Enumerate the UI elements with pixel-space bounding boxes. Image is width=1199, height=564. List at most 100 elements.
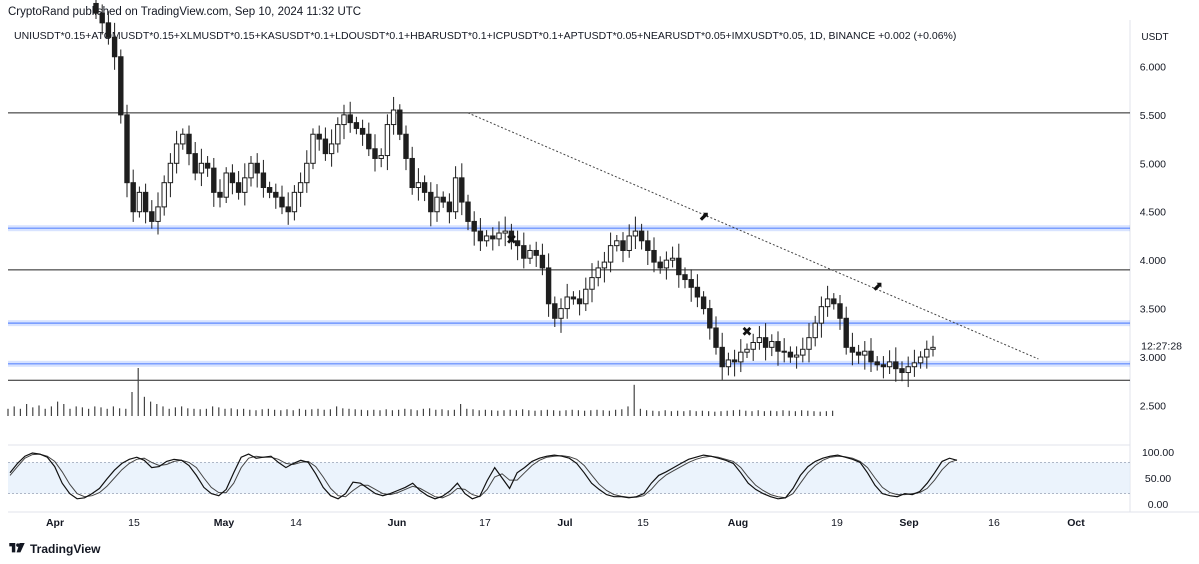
volume-bar [205,408,207,416]
candle-down [446,201,453,213]
candle-down [719,346,725,368]
volume-bar [435,409,437,416]
volume-bar [267,408,269,416]
candle-down [118,56,124,116]
volume-bar [646,410,648,416]
candle-up [341,114,347,126]
candle-down [533,249,539,256]
volume-bar [44,408,46,416]
candles [93,0,936,388]
candle-down [465,201,471,222]
candle-down [508,230,515,242]
candle-down [713,327,719,348]
volume-bar [751,411,753,416]
candle-down [149,211,155,222]
volume-bar [404,408,406,416]
volume-bar [69,408,71,416]
candle-down [397,109,403,135]
candle-down [260,172,267,189]
candle-up [415,182,422,189]
volume-bar [639,408,641,416]
candle-up [378,155,384,159]
volume-bar [131,392,133,416]
chart-marker: ✖ [742,324,753,339]
candle-up [806,337,812,350]
candle-up [800,348,806,356]
volume-bar [298,408,300,416]
time-tick-label: May [214,517,235,529]
volume-bar [112,406,114,416]
volume-bar [565,410,567,416]
volume-bar [354,409,356,416]
price-change: +0.002 (+0.06%) [878,30,957,42]
volume-bar [677,410,679,416]
candle-down [874,361,880,366]
volume-bar [534,410,536,416]
time-tick-label: Jul [557,517,572,529]
volume-bar [788,410,790,416]
chart-marker: ⬈ [698,209,709,224]
volume-bar [373,409,375,416]
candle-up [738,351,744,363]
stoch-tick-label: 50.00 [1145,473,1171,485]
candle-up [297,182,304,193]
volume-bar [181,406,183,416]
volume-bar [658,411,660,416]
candle-down [514,240,521,247]
candle-up [161,182,167,208]
candle-down [111,36,118,58]
descending-trendline [467,112,1039,360]
volume-bar [819,411,821,416]
volume-bar [156,404,158,416]
volume-bars [7,368,834,416]
candle-down [93,2,99,14]
volume-bar [274,409,276,416]
axes: USDT 6.000 5.500 5.000 4.500 4.000 3.500 3.000 2… [46,32,1182,529]
volume-bar [596,409,598,416]
stoch-d-line [9,453,958,499]
volume-bar [528,410,530,416]
volume-bar [633,384,635,416]
candle-up [930,346,936,350]
volume-bar [422,408,424,416]
candle-up [136,191,143,213]
candle-up [862,350,868,356]
candle-up [242,177,248,193]
price-tick-label: 6.000 [1140,61,1166,73]
candle-down [99,12,105,24]
volume-bar [627,406,629,416]
candle-down [322,138,329,155]
time-tick-label: 17 [479,517,491,529]
time-tick-label: Sep [899,517,918,529]
candle-down [843,317,849,348]
candle-up [911,362,918,368]
volume-bar [57,401,59,416]
candle-down [359,127,366,135]
volume-bar [472,409,474,416]
volume-bar [447,410,449,416]
volume-bar [763,411,765,416]
candle-down [552,303,558,319]
candle-up [812,322,818,339]
volume-bar [106,408,108,416]
price-tick-label: 5.000 [1140,158,1166,170]
candle-down [347,114,353,124]
volume-bar [546,409,548,416]
volume-bar [577,410,579,416]
volume-bar [770,410,772,416]
volume-bar [100,407,102,416]
candle-up [483,235,490,242]
candle-up [390,109,397,126]
volume-bar [584,410,586,416]
tradingview-footer[interactable]: TradingView [8,542,100,556]
volume-bar [726,410,728,416]
candle-up [601,261,608,269]
candle-up [725,359,732,368]
candle-down [440,196,446,203]
volume-bar [75,406,77,416]
volume-bar [398,409,400,416]
price-chart[interactable]: ✖ ✖ ⬈ ⬈ USDT 6.000 5.500 5.000 4.500 4.000 3.500 3… [0,0,1199,540]
candle-up [558,308,564,319]
volume-bar [813,411,815,416]
candle-down [353,122,360,129]
